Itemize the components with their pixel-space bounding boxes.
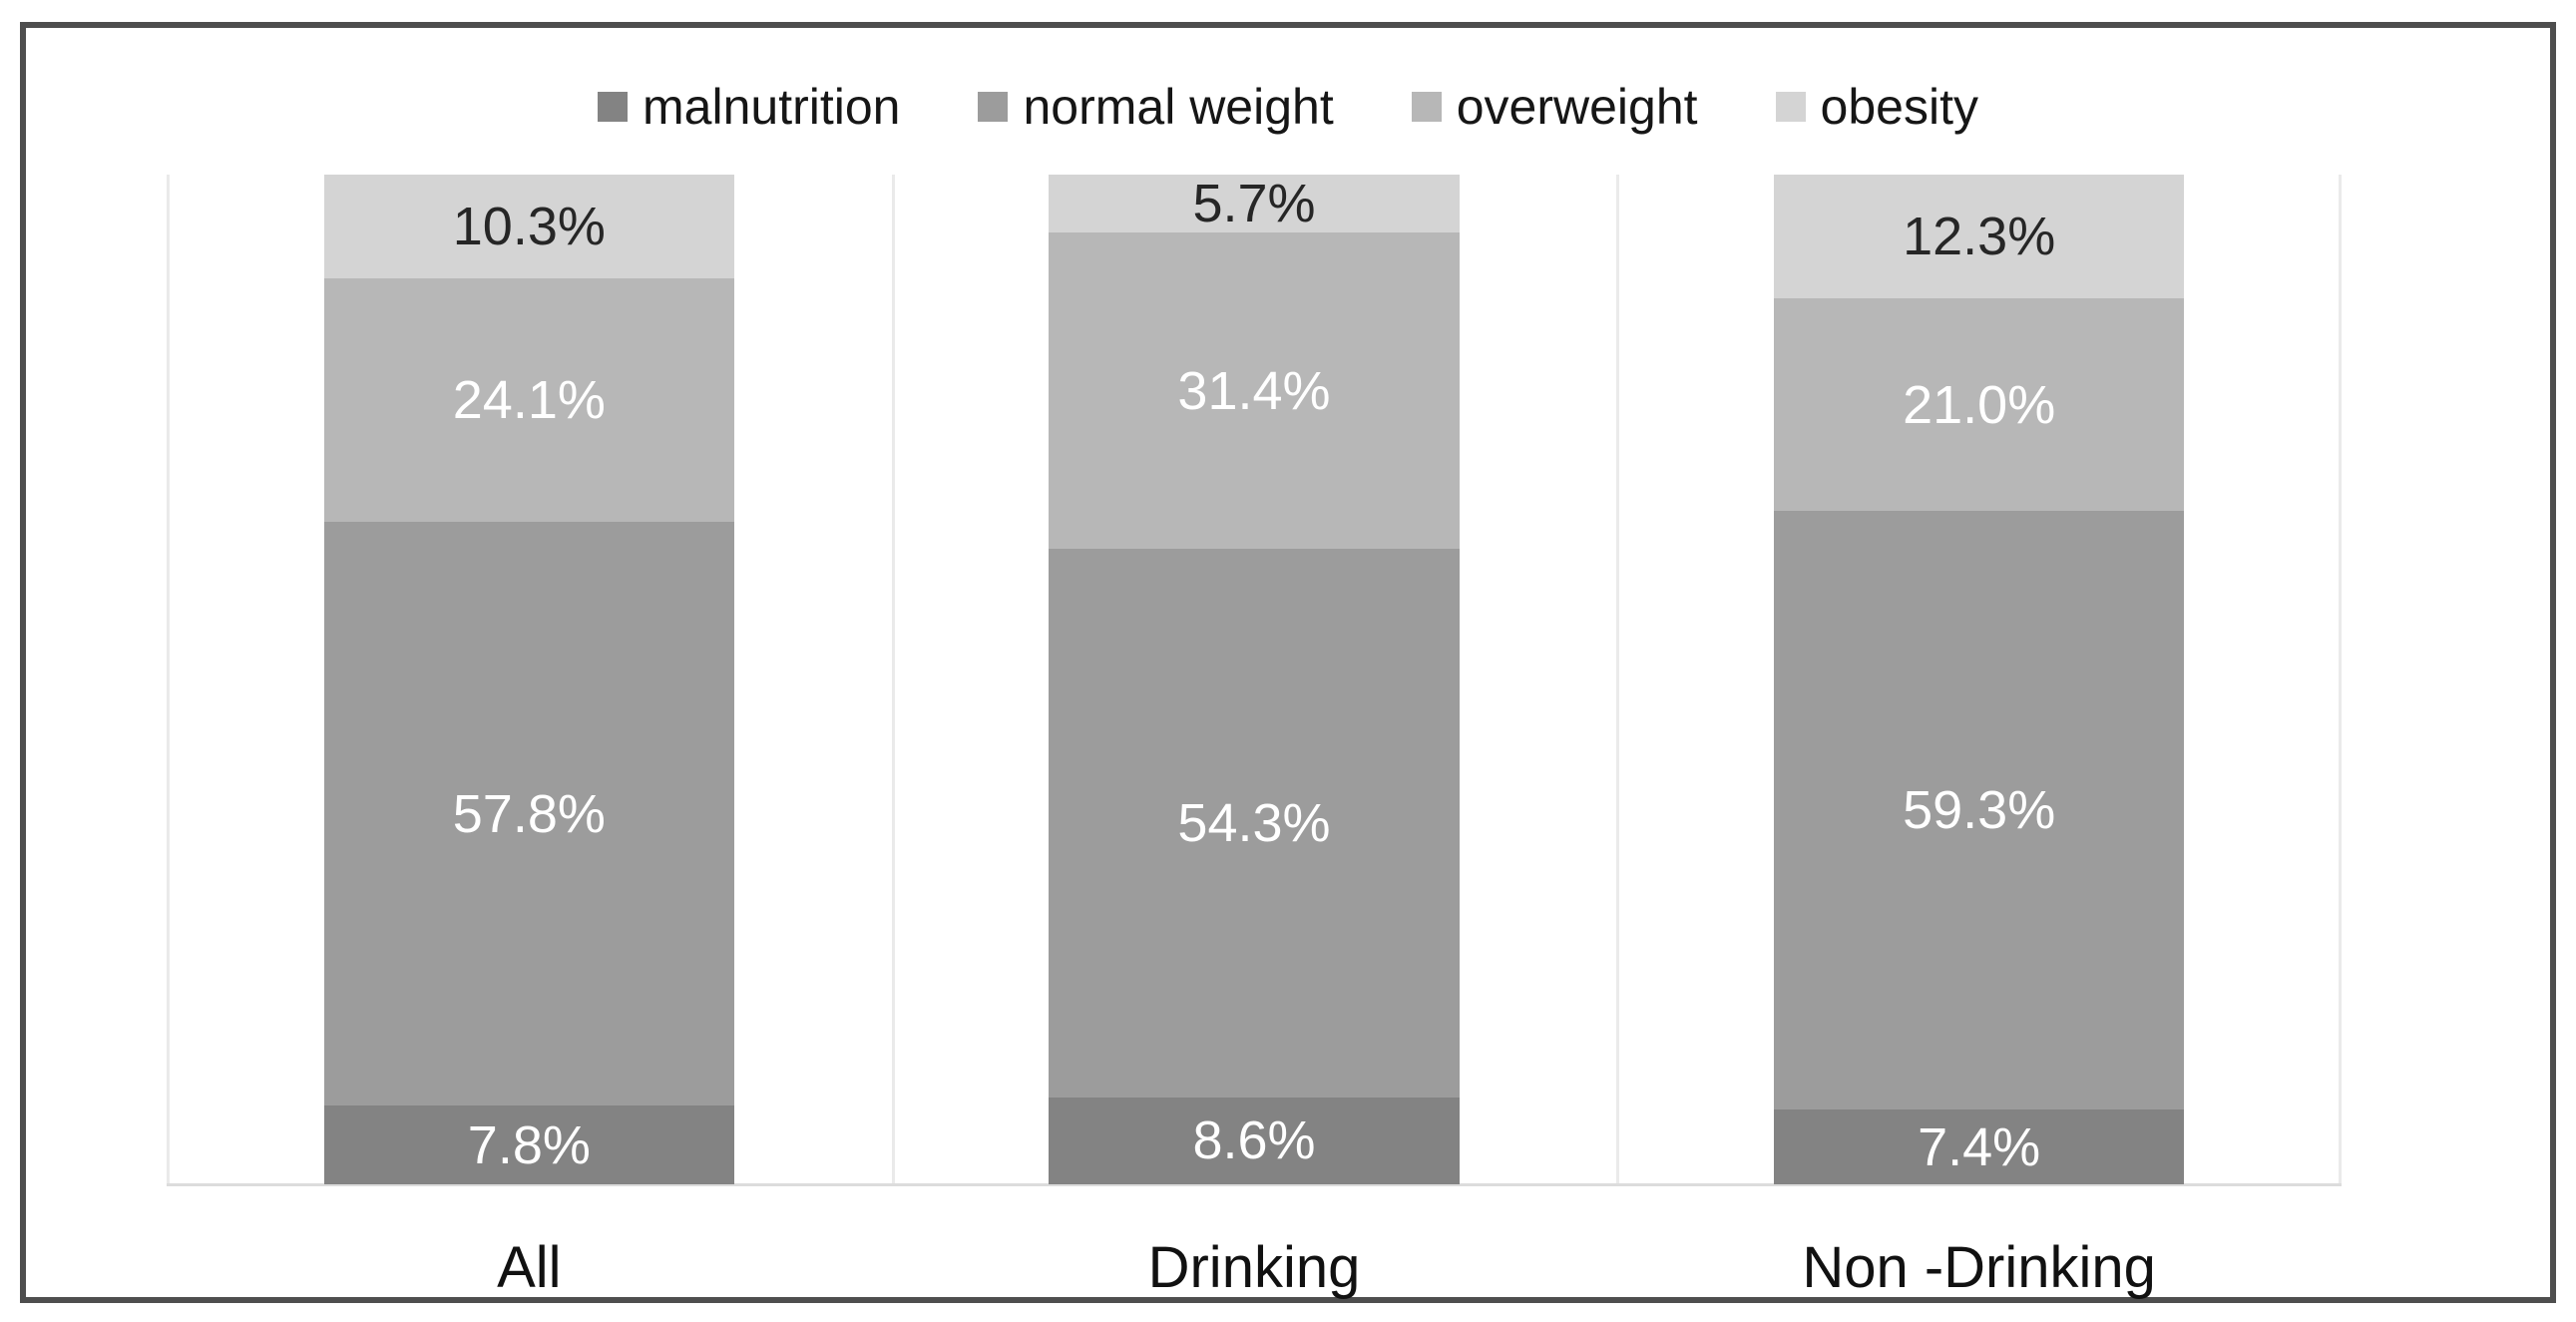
segment-all-overweight: 24.1% [323, 278, 734, 523]
legend: malnutrition normal weight overweight ob… [26, 78, 2550, 136]
data-label-non-drinking-obesity: 12.3% [1903, 207, 2056, 267]
chart-frame: malnutrition normal weight overweight ob… [20, 22, 2556, 1303]
legend-label-normal-weight: normal weight [1023, 79, 1334, 135]
gridline-vertical-right [2339, 175, 2342, 1184]
segment-all-normal-weight: 57.8% [323, 522, 734, 1106]
legend-label-malnutrition: malnutrition [643, 79, 901, 135]
data-label-all-overweight: 24.1% [452, 370, 606, 431]
segment-drinking-obesity: 5.7% [1049, 173, 1460, 233]
gridline-vertical-mid2 [1616, 175, 1620, 1184]
category-column-all: 10.3% 24.1% 57.8% 7.8% [167, 175, 892, 1184]
x-axis-line [167, 1183, 2342, 1186]
category-column-non-drinking: 12.3% 21.0% 59.3% 7.4% [1616, 175, 2342, 1184]
category-column-drinking: 5.7% 31.4% 54.3% 8.6% [892, 173, 1617, 1184]
legend-item-malnutrition: malnutrition [598, 78, 900, 136]
x-axis-labels: All Drinking Non -Drinking [167, 1190, 2342, 1301]
segment-drinking-overweight: 31.4% [1049, 231, 1460, 550]
legend-swatch-malnutrition [598, 92, 629, 122]
data-label-non-drinking-malnutrition: 7.4% [1918, 1116, 2041, 1177]
legend-swatch-normal-weight [978, 92, 1009, 122]
legend-item-obesity: obesity [1775, 78, 1978, 136]
segment-drinking-malnutrition: 8.6% [1049, 1097, 1460, 1184]
data-label-drinking-overweight: 31.4% [1177, 360, 1331, 421]
segment-non-drinking-normal-weight: 59.3% [1774, 510, 2185, 1110]
data-label-all-malnutrition: 7.8% [467, 1114, 591, 1175]
segment-drinking-normal-weight: 54.3% [1049, 549, 1460, 1098]
bar-drinking: 5.7% 31.4% 54.3% 8.6% [1049, 173, 1460, 1184]
legend-label-obesity: obesity [1820, 79, 1978, 135]
legend-swatch-overweight [1411, 92, 1442, 122]
gridline-vertical-left [167, 175, 170, 1184]
data-label-all-normal-weight: 57.8% [452, 783, 606, 844]
data-label-drinking-normal-weight: 54.3% [1177, 793, 1331, 854]
segment-non-drinking-malnutrition: 7.4% [1774, 1109, 2185, 1184]
legend-item-normal-weight: normal weight [978, 78, 1334, 136]
data-label-non-drinking-overweight: 21.0% [1903, 374, 2056, 435]
segment-non-drinking-obesity: 12.3% [1774, 175, 2185, 299]
category-label-drinking: Drinking [1147, 1235, 1361, 1300]
legend-item-overweight: overweight [1411, 78, 1698, 136]
data-label-drinking-malnutrition: 8.6% [1192, 1110, 1316, 1171]
data-label-drinking-obesity: 5.7% [1192, 173, 1316, 233]
bar-non-drinking: 12.3% 21.0% 59.3% 7.4% [1774, 175, 2185, 1184]
gridline-vertical-mid1 [891, 175, 895, 1184]
category-label-all: All [497, 1235, 562, 1300]
bar-all: 10.3% 24.1% 57.8% 7.8% [323, 175, 734, 1184]
segment-all-malnutrition: 7.8% [323, 1105, 734, 1184]
segment-non-drinking-overweight: 21.0% [1774, 298, 2185, 511]
segment-all-obesity: 10.3% [323, 175, 734, 279]
legend-label-overweight: overweight [1456, 79, 1698, 135]
legend-swatch-obesity [1775, 92, 1806, 122]
plot-area: 10.3% 24.1% 57.8% 7.8% 5 [167, 173, 2342, 1186]
category-label-non-drinking: Non -Drinking [1802, 1235, 2156, 1300]
data-label-non-drinking-normal-weight: 59.3% [1903, 780, 2056, 841]
data-label-all-obesity: 10.3% [452, 197, 606, 257]
